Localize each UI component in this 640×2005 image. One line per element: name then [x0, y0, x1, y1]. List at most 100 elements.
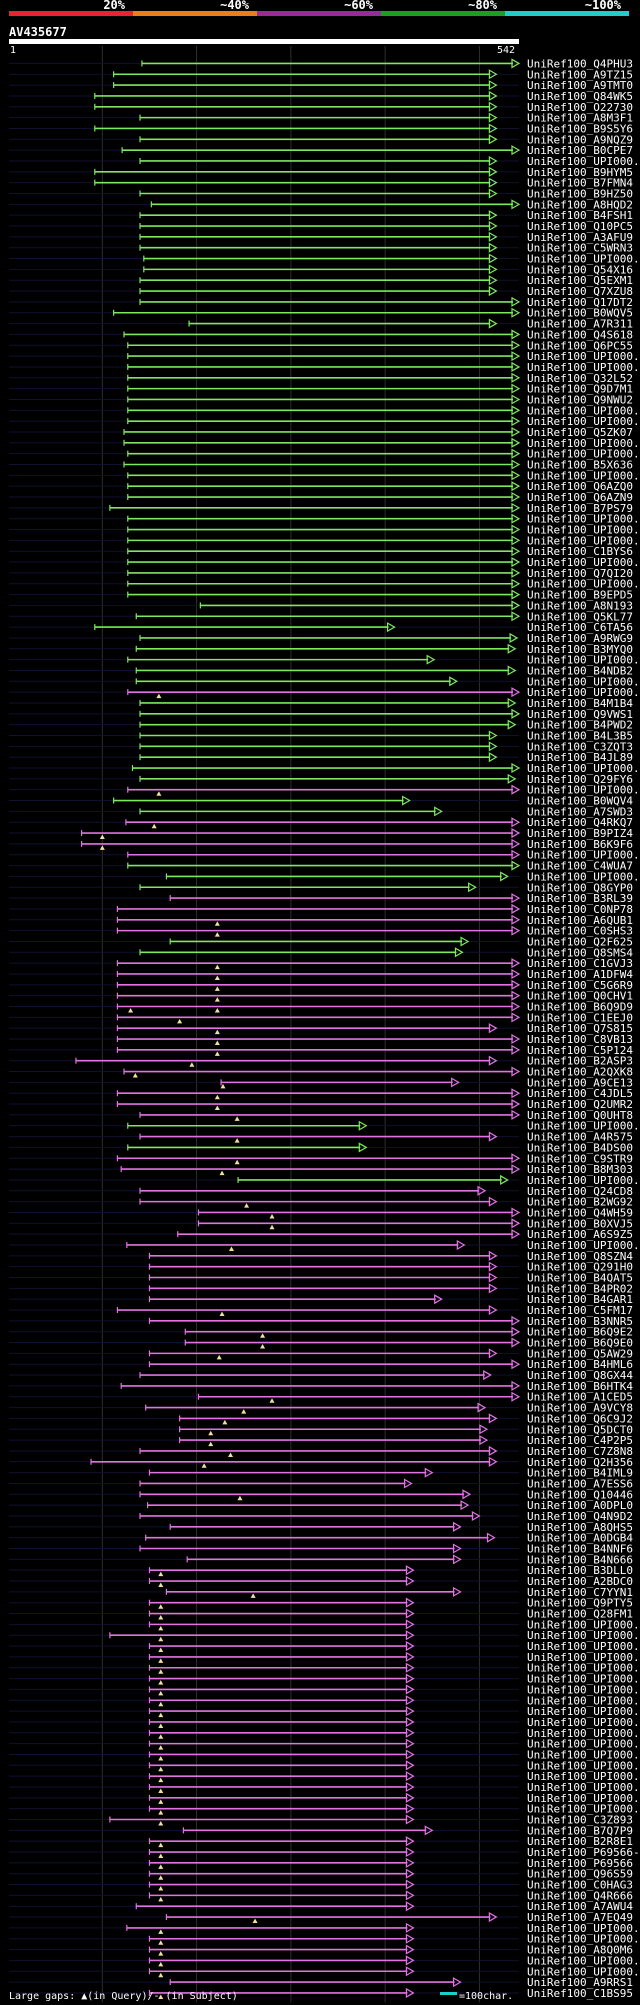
hit-label[interactable]: UniRef100_B0CPE7 [527, 144, 633, 157]
hit-row[interactable]: UniRef100_A4R575 [9, 1131, 633, 1144]
hit-label[interactable]: UniRef100_A6S9Z5 [527, 1228, 633, 1241]
hit-row[interactable]: UniRef100_A7ESS6 [9, 1477, 633, 1490]
hit-row[interactable]: UniRef100_C5FM17 [9, 1304, 633, 1317]
hit-row[interactable]: UniRef100_B5X636 [9, 459, 633, 472]
hit-row[interactable]: UniRef100_A7R311 [9, 318, 633, 331]
hit-row[interactable]: UniRef100_B9HZ50 [9, 188, 633, 201]
hit-row[interactable]: UniRef100_Q6AZN9 [9, 491, 633, 504]
hit-row[interactable]: UniRef100_UPI000.. [9, 1748, 640, 1761]
hit-row[interactable]: UniRef100_P69566-2 [9, 1846, 640, 1859]
hit-label[interactable]: UniRef100_A2QXK8 [527, 1066, 633, 1079]
hit-row[interactable]: UniRef100_C5G6R9 [9, 979, 633, 992]
hit-row[interactable]: UniRef100_B6HTK4 [9, 1380, 633, 1393]
hit-row[interactable]: UniRef100_UPI000.. [9, 654, 640, 667]
hit-label[interactable]: UniRef100_C3ZQT3 [527, 740, 633, 753]
hit-label[interactable]: UniRef100_UPI000.. [527, 675, 640, 688]
hit-row[interactable]: UniRef100_Q4PHU3 [9, 57, 633, 70]
hit-row[interactable]: UniRef100_Q7QI20 [9, 567, 633, 580]
hit-label[interactable]: UniRef100_UPI000.. [527, 1716, 640, 1729]
hit-row[interactable]: UniRef100_Q24CD8 [9, 1185, 633, 1198]
hit-label[interactable]: UniRef100_Q54X16 [527, 263, 633, 276]
hit-label[interactable]: UniRef100_Q7XZU8 [527, 285, 633, 298]
hit-row[interactable]: UniRef100_A8HQD2 [9, 198, 633, 211]
hit-row[interactable]: UniRef100_C1BYS6 [9, 545, 633, 558]
hit-row[interactable]: UniRef100_Q8SMS4 [9, 946, 633, 959]
hit-label[interactable]: UniRef100_UPI000.. [527, 534, 640, 547]
hit-row[interactable]: UniRef100_B4NDB2 [9, 664, 633, 677]
hit-label[interactable]: UniRef100_Q5AW29 [527, 1347, 633, 1360]
hit-row[interactable]: UniRef100_Q5KL77 [9, 610, 633, 623]
hit-label[interactable]: UniRef100_A8HQD2 [527, 198, 633, 211]
hit-label[interactable]: UniRef100_Q96S59 [527, 1868, 633, 1881]
hit-row[interactable]: UniRef100_UPI000.. [9, 437, 640, 450]
hit-row[interactable]: UniRef100_UPI000.. [9, 1738, 640, 1751]
hit-label[interactable]: UniRef100_P69566-2 [527, 1846, 640, 1859]
hit-label[interactable]: UniRef100_Q4S618 [527, 328, 633, 341]
hit-row[interactable]: UniRef100_B4GAR1 [9, 1293, 633, 1306]
hit-row[interactable]: UniRef100_UPI000.. [9, 155, 640, 168]
hit-row[interactable]: UniRef100_B2ASP3 [9, 1055, 633, 1068]
hit-label[interactable]: UniRef100_B4JL89 [527, 751, 633, 764]
hit-row[interactable]: UniRef100_B6Q9E0 [9, 1337, 633, 1350]
hit-label[interactable]: UniRef100_C3Z893 [527, 1814, 633, 1827]
hit-label[interactable]: UniRef100_Q6C9J2 [527, 1412, 633, 1425]
hit-row[interactable]: UniRef100_C1EEJ0 [9, 1011, 633, 1024]
hit-label[interactable]: UniRef100_C1GVJ3 [527, 957, 633, 970]
hit-label[interactable]: UniRef100_A3AFU9 [527, 231, 633, 244]
hit-label[interactable]: UniRef100_UPI000.. [527, 1640, 640, 1653]
hit-row[interactable]: UniRef100_B4DS00 [9, 1141, 633, 1154]
hit-row[interactable]: UniRef100_Q9VWS1 [9, 708, 633, 721]
hit-row[interactable]: UniRef100_B3DLL0 [9, 1564, 633, 1577]
hit-row[interactable]: UniRef100_UPI000.. [9, 1662, 640, 1675]
hit-row[interactable]: UniRef100_UPI000.. [9, 849, 640, 862]
hit-row[interactable]: UniRef100_A8M3F1 [9, 112, 633, 125]
hit-row[interactable]: UniRef100_Q5AW29 [9, 1347, 633, 1360]
hit-row[interactable]: UniRef100_Q9NWU2 [9, 393, 633, 406]
hit-row[interactable]: UniRef100_A7SWD3 [9, 805, 633, 818]
hit-label[interactable]: UniRef100_Q4RKQ7 [527, 816, 633, 829]
hit-label[interactable]: UniRef100_B2R8E1 [527, 1835, 633, 1848]
hit-row[interactable]: UniRef100_Q10PC5 [9, 220, 633, 233]
hit-label[interactable]: UniRef100_Q9NWU2 [527, 393, 633, 406]
hit-row[interactable]: UniRef100_Q8SZN4 [9, 1250, 633, 1263]
hit-row[interactable]: UniRef100_B4N666 [9, 1553, 633, 1566]
hit-row[interactable]: UniRef100_UPI000.. [9, 524, 640, 537]
hit-row[interactable]: UniRef100_UPI000.. [9, 1629, 640, 1642]
hit-label[interactable]: UniRef100_UPI000.. [527, 1922, 640, 1935]
hit-label[interactable]: UniRef100_B4PR02 [527, 1282, 633, 1295]
hit-label[interactable]: UniRef100_A9TMT0 [527, 79, 633, 92]
hit-label[interactable]: UniRef100_C5FM17 [527, 1304, 633, 1317]
hit-row[interactable]: UniRef100_Q4WH59 [9, 1206, 633, 1219]
hit-label[interactable]: UniRef100_B4N666 [527, 1553, 633, 1566]
hit-label[interactable]: UniRef100_UPI000.. [527, 1803, 640, 1816]
hit-label[interactable]: UniRef100_UPI000.. [527, 437, 640, 450]
hit-label[interactable]: UniRef100_UPI000.. [527, 1759, 640, 1772]
hit-row[interactable]: UniRef100_Q8GYP0 [9, 881, 633, 894]
hit-label[interactable]: UniRef100_B4IML9 [527, 1467, 633, 1480]
hit-row[interactable]: UniRef100_Q5EXM1 [9, 274, 633, 287]
hit-label[interactable]: UniRef100_C1BS95 [527, 1987, 633, 2000]
hit-label[interactable]: UniRef100_UPI000.. [527, 654, 640, 667]
hit-label[interactable]: UniRef100_UPI000.. [527, 1738, 640, 1751]
hit-label[interactable]: UniRef100_P69566 [527, 1857, 633, 1870]
hit-row[interactable]: UniRef100_Q29FY6 [9, 773, 633, 786]
hit-row[interactable]: UniRef100_C1GVJ3 [9, 957, 633, 970]
hit-row[interactable]: UniRef100_B9EPD5 [9, 589, 633, 602]
hit-row[interactable]: UniRef100_B3NNR5 [9, 1315, 633, 1328]
hit-row[interactable]: UniRef100_C5P124 [9, 1044, 633, 1057]
hit-row[interactable]: UniRef100_B7Q7P9 [9, 1824, 633, 1837]
hit-label[interactable]: UniRef100_B4GAR1 [527, 1293, 633, 1306]
hit-label[interactable]: UniRef100_B4DS00 [527, 1141, 633, 1154]
hit-label[interactable]: UniRef100_C4P2P5 [527, 1434, 633, 1447]
hit-label[interactable]: UniRef100_UPI000.. [527, 1120, 640, 1133]
hit-row[interactable]: UniRef100_C0NP78 [9, 903, 633, 916]
hit-label[interactable]: UniRef100_UPI000.. [527, 762, 640, 775]
hit-label[interactable]: UniRef100_B6Q9D9 [527, 1001, 633, 1014]
hit-label[interactable]: UniRef100_Q84WK5 [527, 90, 633, 103]
hit-label[interactable]: UniRef100_Q4WH59 [527, 1206, 633, 1219]
hit-row[interactable]: UniRef100_C4P2P5 [9, 1434, 633, 1447]
hit-label[interactable]: UniRef100_UPI000.. [527, 849, 640, 862]
hit-label[interactable]: UniRef100_UPI000.. [527, 1662, 640, 1675]
hit-label[interactable]: UniRef100_UPI000.. [527, 469, 640, 482]
hit-row[interactable]: UniRef100_Q4S618 [9, 328, 633, 341]
